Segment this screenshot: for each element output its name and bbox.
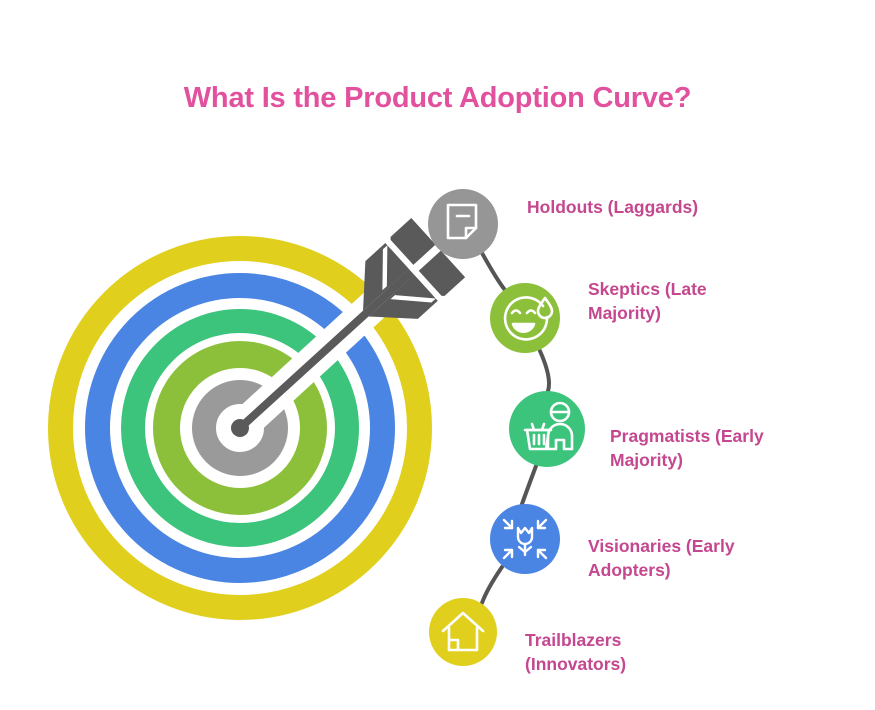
bullseye-target — [48, 236, 432, 620]
note-document-icon — [446, 203, 478, 240]
stage-circle-laggards[interactable] — [428, 189, 498, 259]
connector-segment-3 — [520, 464, 538, 506]
ring-emerald — [121, 309, 359, 547]
stage-label-early-majority: Pragmatists (Early Majority) — [610, 426, 764, 470]
stage-label-early-adopters: Visionaries (Early Adopters) — [588, 536, 735, 580]
page-title: What Is the Product Adoption Curve? — [183, 82, 692, 114]
shopper-basket-icon — [523, 401, 574, 451]
stage-circle-innovators[interactable] — [429, 598, 497, 666]
stage-label-innovators: Trailblazers (Innovators) — [525, 630, 627, 674]
stage-circle-early-adopters[interactable] — [490, 504, 560, 574]
connector-path — [480, 251, 551, 605]
stage-circle-early-majority[interactable] — [509, 391, 585, 467]
stage-circle-late-majority[interactable] — [490, 283, 560, 353]
ring-yellow — [48, 236, 432, 620]
stage-bg-early-adopters — [490, 504, 560, 574]
ring-gray — [192, 380, 288, 476]
arrow — [231, 218, 466, 437]
stage-bg-innovators — [429, 598, 497, 666]
ring-blue — [85, 273, 395, 583]
stage-label-late-majority: Skeptics (Late Majority) — [588, 279, 707, 323]
flower-inward-arrows-icon — [502, 518, 548, 560]
connector-segment-2 — [538, 349, 551, 393]
stage-label-laggards: Holdouts (Laggards) — [527, 197, 699, 217]
connector-segment-1 — [480, 251, 507, 292]
stage-bg-late-majority — [490, 283, 560, 353]
connector-segment-4 — [480, 565, 504, 605]
ring-light-green — [153, 341, 327, 515]
house-home-icon — [441, 611, 485, 652]
stage-bg-laggards — [428, 189, 498, 259]
sweating-smile-face-icon — [503, 296, 554, 341]
